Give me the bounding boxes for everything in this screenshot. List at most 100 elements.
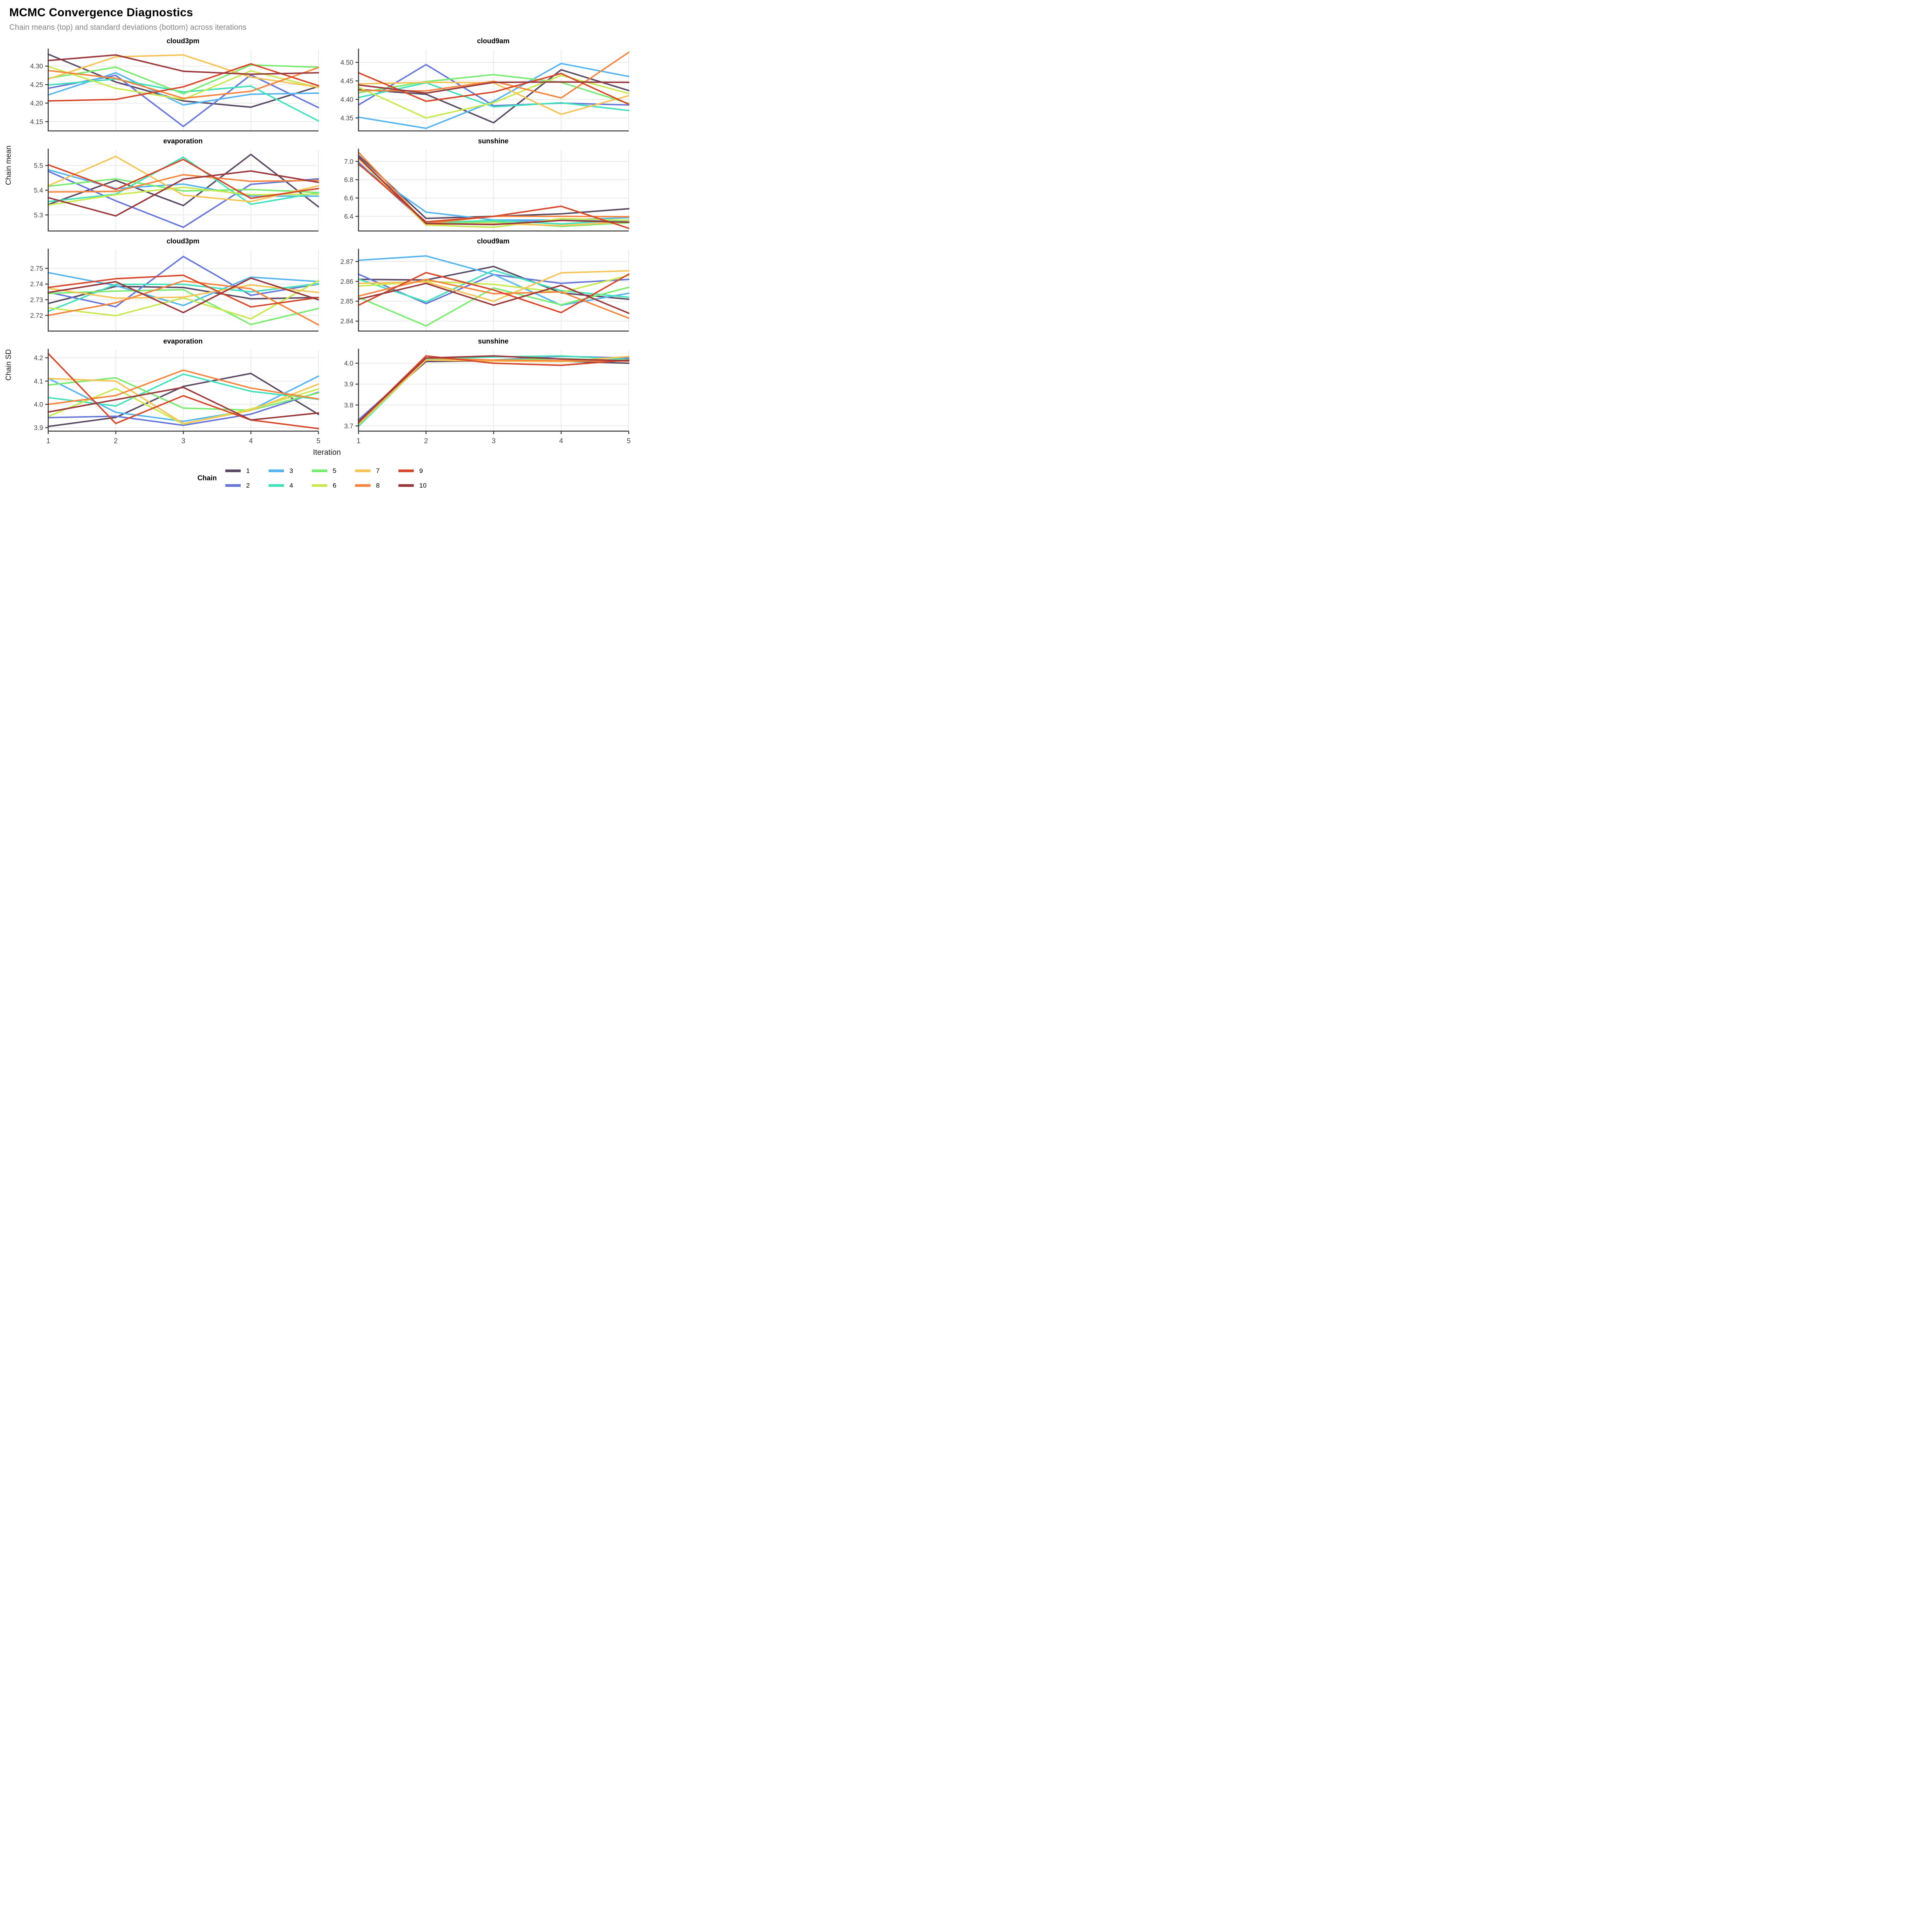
line-chain-10-sunshine-sd — [357, 355, 629, 422]
line-chain-6-cloud3pm-mean — [47, 66, 319, 100]
legend-swatch-chain-2 — [225, 484, 241, 487]
legend-label-chain-7: 7 — [376, 467, 380, 474]
legend-item-chain-2: 2 — [225, 482, 265, 490]
line-chain-1-evaporation-mean — [47, 153, 319, 207]
panel-title: evaporation — [163, 337, 203, 345]
y-tick-label: 4.0 — [34, 400, 43, 408]
legend-label-chain-3: 3 — [289, 467, 293, 474]
legend: Chain 1 3 5 7 9 2 4 6 8 10 — [4, 467, 632, 490]
line-chain-9-cloud3pm-sd — [47, 274, 319, 308]
y-tick-label: 2.87 — [340, 258, 353, 265]
x-tick-label: 1 — [357, 436, 361, 444]
y-tick-label: 6.4 — [344, 213, 354, 220]
legend-swatch-chain-9 — [398, 469, 414, 473]
chart-area: Chain mean Chain SD cloud3pm 4.15 4.20 4.2… — [4, 36, 632, 490]
y-tick-label: 2.73 — [30, 296, 43, 304]
y-tick-label: 4.45 — [340, 77, 353, 85]
panel-cloud3pm-mean-plot: 4.15 4.20 4.25 4.30 — [30, 48, 319, 132]
x-tick-label: 2 — [114, 436, 118, 444]
panel-cloud9am-sd-plot: 2.84 2.85 2.86 2.87 — [340, 248, 629, 332]
x-tick-label: 1 — [46, 436, 50, 444]
line-chain-10-cloud9am-mean — [357, 81, 629, 94]
line-chain-2-cloud3pm-sd — [47, 255, 319, 308]
x-tick-label: 4 — [559, 436, 563, 444]
line-chain-9-cloud9am-mean — [357, 72, 629, 105]
y-tick-label: 6.6 — [344, 194, 354, 202]
line-chain-1-evaporation-sd — [47, 372, 319, 427]
legend-swatch-chain-7 — [355, 469, 371, 473]
line-chain-8-cloud3pm-sd — [47, 280, 319, 326]
x-tick-label: 4 — [249, 436, 253, 444]
legend-item-chain-9: 9 — [398, 467, 439, 475]
y-tick-label: 5.4 — [34, 186, 43, 194]
line-chain-10-evaporation-mean — [47, 170, 319, 217]
legend-row: 2 4 6 8 10 — [225, 482, 439, 490]
panel-evaporation-mean: evaporation 5.3 5.4 5.5 — [22, 136, 322, 235]
line-chain-1-cloud9am-mean — [357, 69, 629, 124]
legend-item-chain-5: 5 — [312, 467, 352, 475]
line-chain-2-evaporation-sd — [47, 391, 319, 426]
y-tick-label: 4.15 — [30, 118, 43, 126]
line-chain-10-sunshine-mean — [357, 156, 629, 225]
legend-swatch-chain-3 — [269, 469, 284, 473]
y-tick-label: 2.72 — [30, 311, 43, 319]
line-chain-9-cloud9am-sd — [357, 272, 629, 313]
legend-swatch-chain-4 — [269, 484, 284, 487]
y-tick-label: 5.3 — [34, 211, 43, 219]
legend-label-chain-10: 10 — [419, 481, 427, 489]
y-tick-label: 4.2 — [34, 354, 43, 362]
y-axis-title-chain-mean: Chain mean — [5, 145, 13, 185]
y-tick-label: 4.35 — [340, 114, 353, 122]
x-tick-label: 3 — [181, 436, 185, 444]
panel-sunshine-sd: sunshine 3.7 3.8 3.9 4.0 1 2 3 4 5 — [332, 336, 632, 447]
line-chain-7-evaporation-sd — [47, 378, 319, 425]
y-tick-label: 4.0 — [344, 359, 354, 367]
line-chain-8-cloud9am-sd — [357, 278, 629, 319]
x-axis-title: Iteration — [313, 448, 341, 457]
line-chain-9-cloud3pm-mean — [47, 63, 319, 102]
panel-title: cloud3pm — [166, 237, 199, 245]
line-chain-5-cloud9am-mean — [357, 74, 629, 104]
legend-swatch-chain-5 — [312, 469, 327, 473]
y-tick-label: 2.86 — [340, 277, 353, 285]
line-chain-10-cloud9am-sd — [357, 282, 629, 314]
panel-sunshine-mean-plot: 6.4 6.6 6.8 7.0 — [344, 148, 629, 231]
page-title: MCMC Convergence Diagnostics — [9, 6, 193, 19]
line-chain-3-cloud3pm-mean — [47, 72, 319, 106]
panel-cloud9am-sd: cloud9am 2.84 2.85 2.86 2.87 — [332, 236, 632, 335]
line-chain-10-evaporation-sd — [47, 386, 319, 421]
y-tick-label: 7.0 — [344, 158, 354, 165]
panel-cloud3pm-sd: cloud3pm 2.72 2.73 2.74 2.75 — [22, 236, 322, 335]
line-chain-7-cloud9am-sd — [357, 270, 629, 302]
line-chain-10-cloud3pm-mean — [47, 54, 319, 75]
legend-label-chain-9: 9 — [419, 467, 423, 474]
legend-item-chain-4: 4 — [269, 482, 309, 490]
y-tick-label: 4.40 — [340, 95, 353, 103]
panel-sunshine-sd-plot: 3.7 3.8 3.9 4.0 1 2 3 4 5 — [344, 349, 631, 444]
panel-title: cloud9am — [477, 237, 510, 245]
x-tick-label: 3 — [492, 436, 495, 444]
line-chain-7-cloud3pm-sd — [47, 284, 319, 299]
panel-title: cloud3pm — [166, 37, 199, 45]
line-chain-8-evaporation-sd — [47, 369, 319, 405]
line-chain-10-cloud3pm-sd — [47, 277, 319, 313]
line-chain-3-cloud9am-mean — [357, 63, 629, 129]
x-tick-label: 5 — [627, 436, 631, 444]
legend-label-chain-5: 5 — [333, 467, 337, 474]
legend-item-chain-3: 3 — [269, 467, 309, 475]
legend-swatch-chain-1 — [225, 469, 241, 473]
line-chain-4-cloud3pm-sd — [47, 283, 319, 312]
line-chain-1-cloud3pm-mean — [47, 53, 319, 108]
y-tick-label: 2.75 — [30, 264, 43, 272]
legend-item-chain-7: 7 — [355, 467, 395, 475]
legend-swatch-chain-6 — [312, 484, 327, 487]
y-tick-label: 3.9 — [344, 380, 354, 388]
legend-item-chain-8: 8 — [355, 482, 395, 490]
line-chain-5-cloud3pm-sd — [47, 289, 319, 325]
line-chain-8-evaporation-mean — [47, 174, 319, 193]
legend-label-chain-1: 1 — [246, 467, 250, 474]
y-tick-label: 5.5 — [34, 162, 43, 169]
line-chain-2-cloud9am-mean — [357, 64, 629, 107]
y-tick-label: 3.9 — [34, 423, 43, 431]
y-tick-label: 4.30 — [30, 62, 43, 70]
